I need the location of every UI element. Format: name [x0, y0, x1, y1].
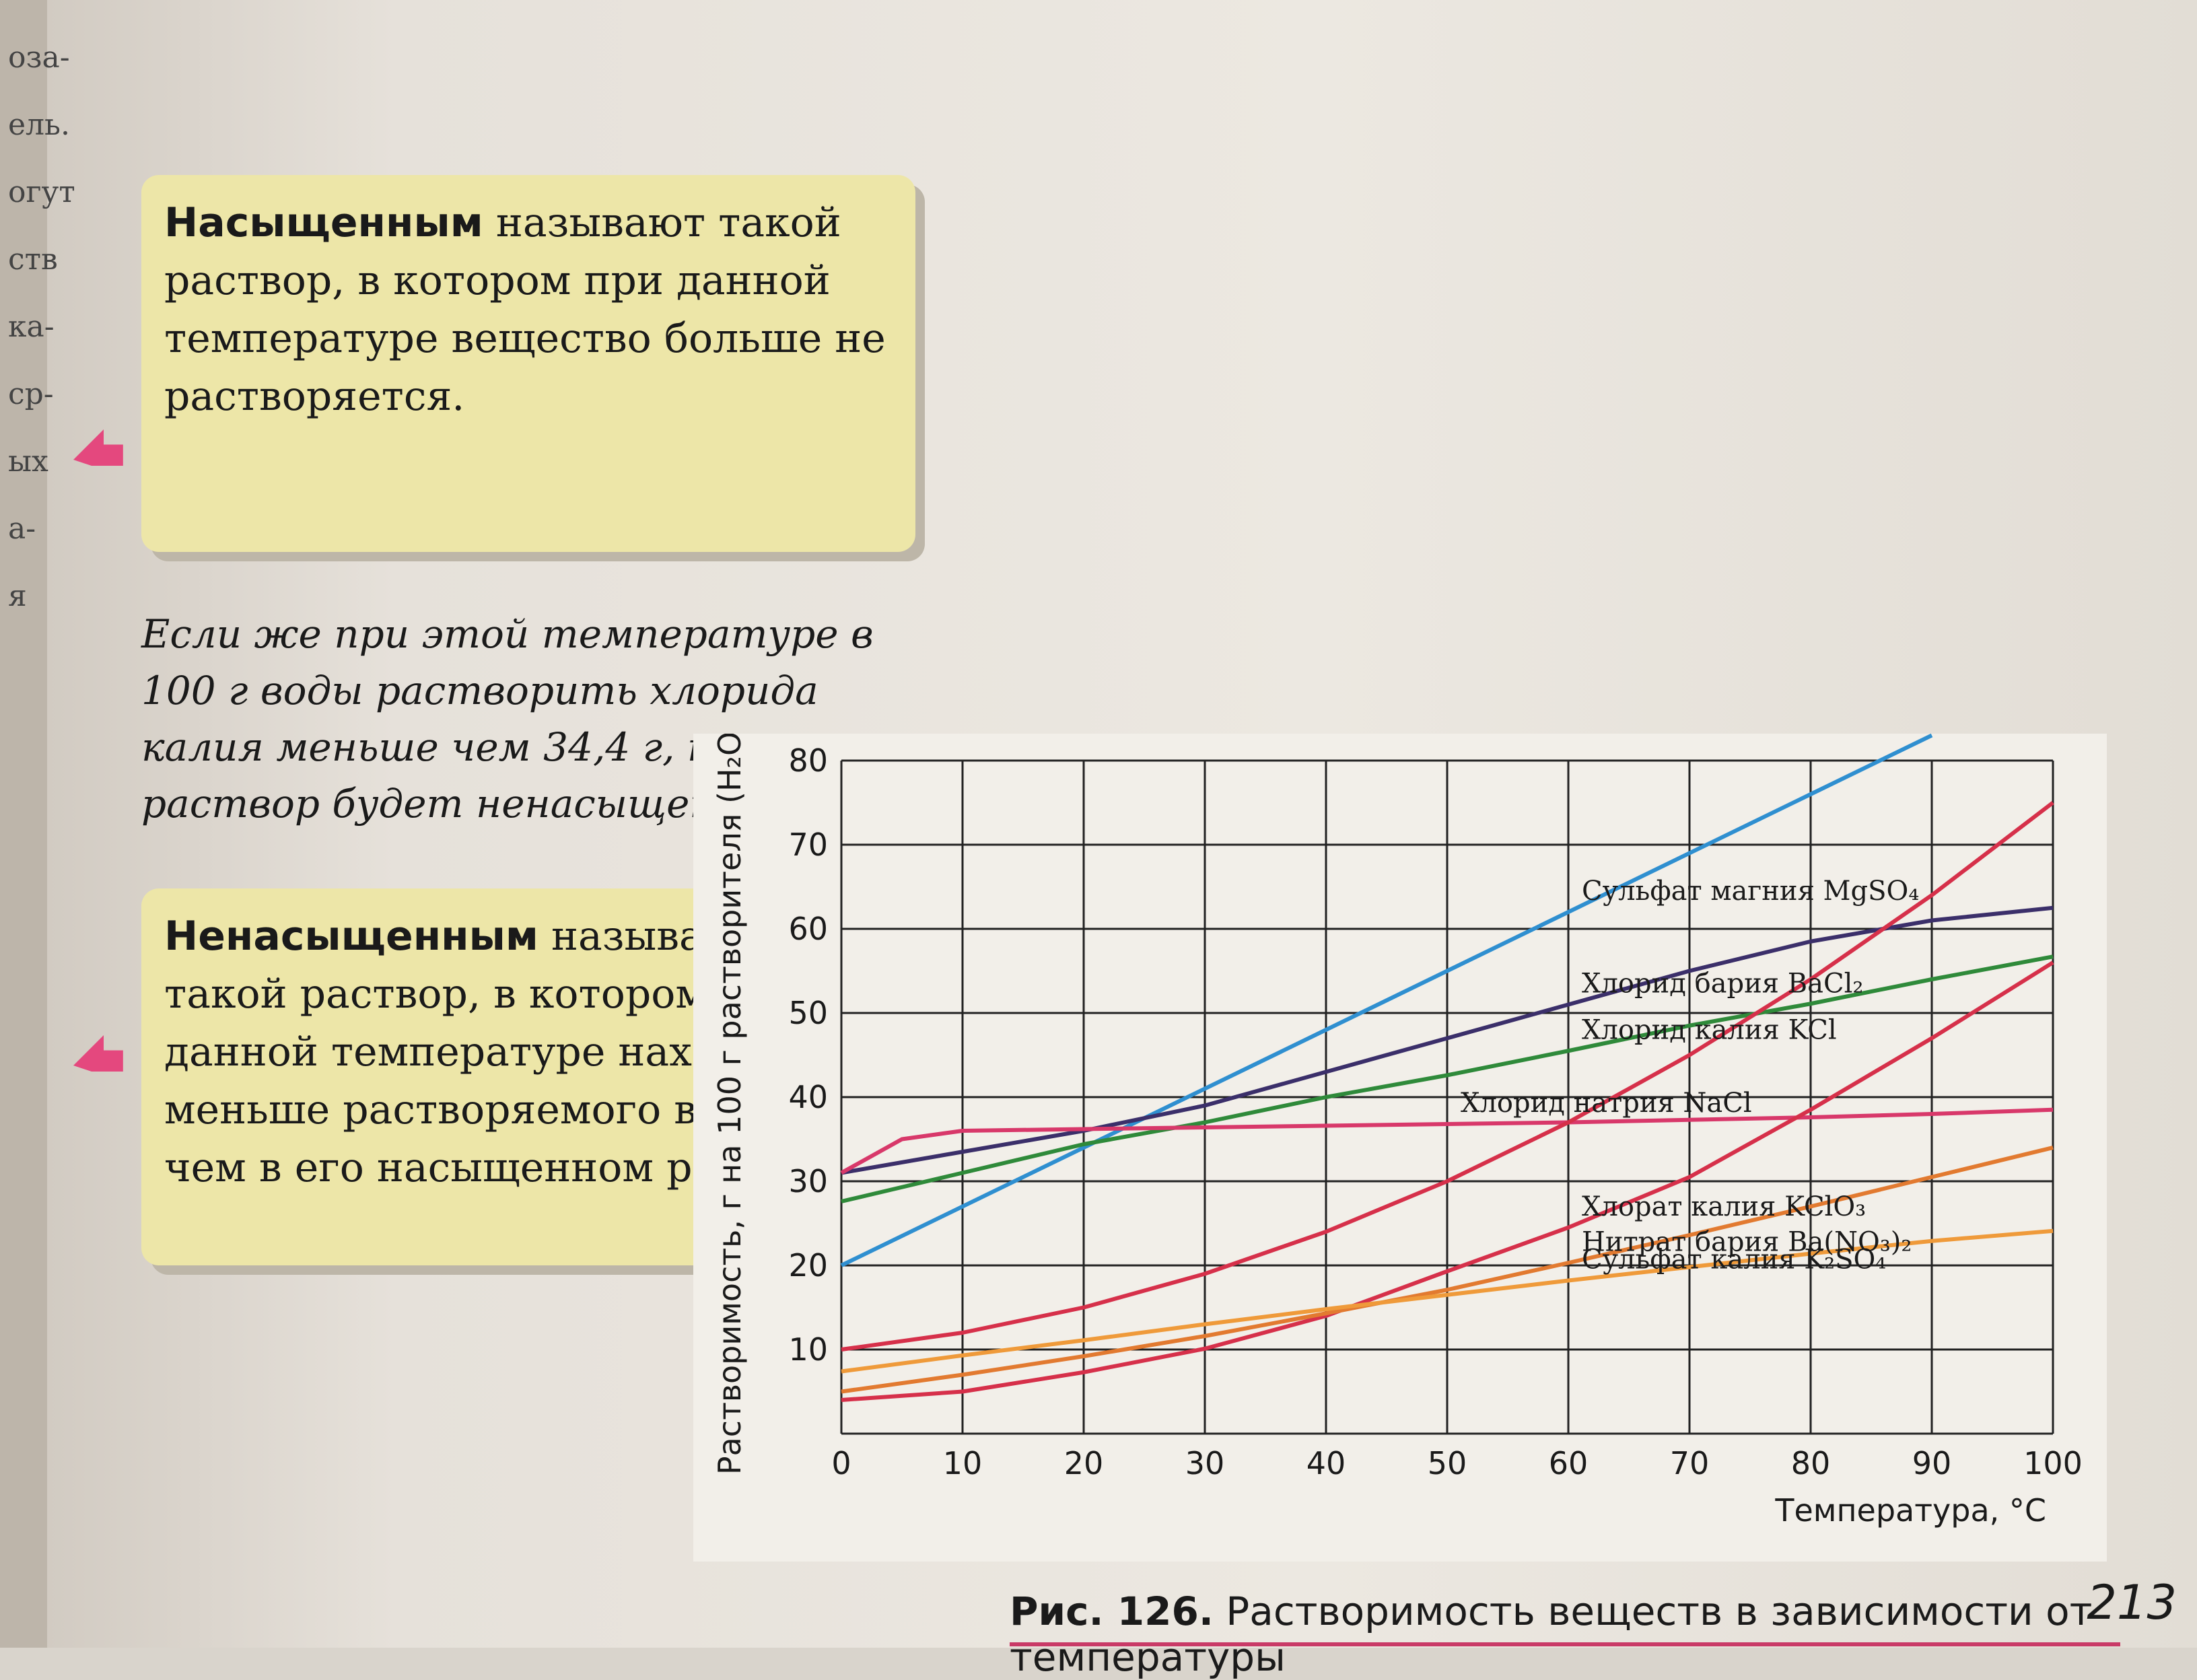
- series-label: Хлорат калия KClO₃: [1582, 1191, 1866, 1222]
- x-tick-label: 30: [1185, 1445, 1225, 1481]
- y-tick-label: 50: [788, 995, 828, 1031]
- cut-word: я: [8, 579, 27, 613]
- caption-underline: [1010, 1642, 2120, 1646]
- cut-word: ка-: [8, 310, 55, 344]
- y-tick-label: 70: [788, 827, 828, 863]
- figure-number: Рис. 126.: [1010, 1588, 1214, 1634]
- x-tick-label: 90: [1912, 1445, 1952, 1481]
- x-tick-label: 40: [1306, 1445, 1346, 1481]
- x-tick-label: 20: [1064, 1445, 1104, 1481]
- series-label: Сульфат магния MgSO₄: [1582, 876, 1919, 907]
- x-tick-label: 50: [1428, 1445, 1467, 1481]
- x-tick-label: 70: [1670, 1445, 1710, 1481]
- y-tick-label: 10: [788, 1331, 828, 1368]
- saturated-definition-box: Насыщенным называют такой раствор, в кот…: [141, 175, 915, 552]
- x-tick-label: 80: [1791, 1445, 1831, 1481]
- cut-word: ср-: [8, 377, 54, 411]
- cut-word: ых: [8, 444, 48, 479]
- cut-word: оза-: [8, 40, 70, 75]
- x-tick-label: 0: [831, 1445, 851, 1481]
- cut-word: а-: [8, 512, 36, 546]
- y-axis-label: Растворимость, г на 100 г растворителя (…: [711, 734, 748, 1475]
- x-axis-label: Температура, °C: [1774, 1492, 2046, 1529]
- term-saturated: Насыщенным: [164, 199, 483, 246]
- pink-arrow-icon: [67, 417, 128, 478]
- series-label: Хлорид бария BaCl₂: [1582, 969, 1863, 1000]
- plot-background: [693, 734, 2107, 1562]
- solubility-chart: Сульфат магния MgSO₄ Хлорид бария BaCl₂ Хл…: [693, 734, 2107, 1562]
- series-label: Сульфат калия K₂SO₄: [1582, 1245, 1886, 1275]
- term-unsaturated: Ненасыщенным: [164, 913, 538, 960]
- y-tick-label: 40: [788, 1079, 828, 1115]
- x-tick-label: 100: [2023, 1445, 2083, 1481]
- series-label: Хлорид калия KCl: [1582, 1014, 1837, 1045]
- y-tick-label: 80: [788, 742, 828, 779]
- y-tick-label: 60: [788, 911, 828, 947]
- y-tick-label: 30: [788, 1163, 828, 1199]
- series-label: Хлорид натрия NaCl: [1461, 1088, 1752, 1119]
- x-tick-label: 60: [1549, 1445, 1589, 1481]
- previous-page-edge: оза- ель. огут ств ка- ср- ых а- я: [0, 0, 47, 1648]
- figure-caption: Рис. 126. Растворимость веществ в зависи…: [1010, 1588, 2197, 1680]
- cut-word: ель.: [8, 108, 70, 142]
- page-number: 213: [2087, 1575, 2177, 1630]
- cut-word: ств: [8, 242, 58, 277]
- pink-arrow-icon: [67, 1023, 128, 1084]
- cut-word: огут: [8, 175, 75, 209]
- x-tick-label: 10: [943, 1445, 983, 1481]
- y-tick-label: 20: [788, 1247, 828, 1284]
